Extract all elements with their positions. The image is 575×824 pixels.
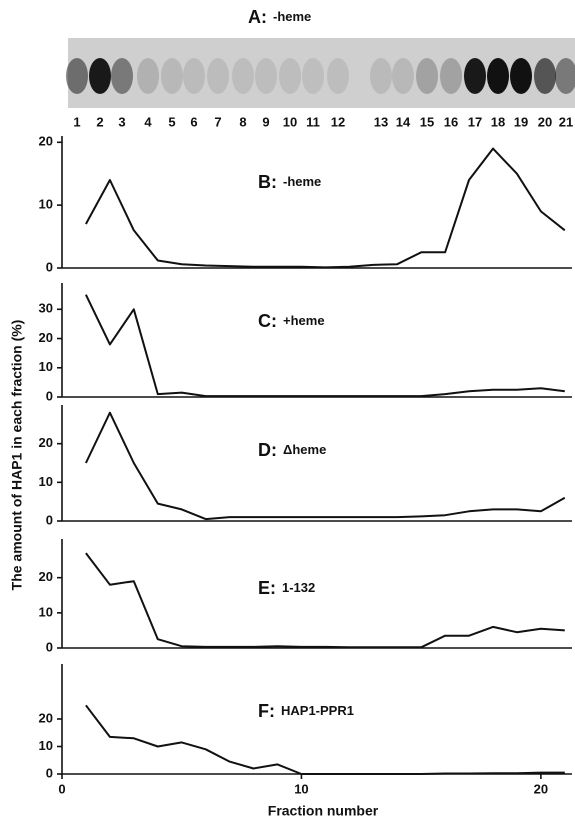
panel-letter: A: [248, 7, 267, 27]
panel-letter: E: [258, 578, 276, 598]
gel-band [440, 58, 462, 94]
gel-band [510, 58, 532, 94]
y-tick-label: 0 [46, 765, 53, 780]
gel-band [534, 58, 556, 94]
panel-label: E: 1-132 [258, 578, 315, 598]
panel-letter: F: [258, 701, 275, 721]
y-tick-label: 10 [39, 738, 53, 753]
lane-label: 17 [468, 114, 482, 129]
panel-title: HAP1-PPR1 [281, 703, 354, 718]
gel-band [487, 58, 509, 94]
lane-label: 20 [538, 114, 552, 129]
y-tick-label: 0 [46, 259, 53, 274]
lane-label: 3 [118, 114, 125, 129]
y-tick-label: 0 [46, 639, 53, 654]
lane-label: 13 [374, 114, 388, 129]
y-tick-label: 20 [39, 134, 53, 149]
lane-label: 6 [190, 114, 197, 129]
lane-label: 15 [420, 114, 434, 129]
lane-label: 11 [306, 114, 320, 129]
y-tick-label: 10 [39, 474, 53, 489]
y-tick-label: 10 [39, 359, 53, 374]
gel-band [255, 58, 277, 94]
gel-band [279, 58, 301, 94]
lane-label: 19 [514, 114, 528, 129]
y-tick-label: 10 [39, 604, 53, 619]
gel-band [207, 58, 229, 94]
panel-letter: C: [258, 311, 277, 331]
panel-letter: D: [258, 440, 277, 460]
gel-band [66, 58, 88, 94]
y-tick-label: 0 [46, 388, 53, 403]
gel-band [137, 58, 159, 94]
panel-title: Δheme [283, 442, 326, 457]
panel-label: A: -heme [248, 7, 311, 27]
y-axis-label: The amount of HAP1 in each fraction (%) [9, 320, 25, 591]
panel-title: 1-132 [282, 580, 315, 595]
lane-label: 1 [73, 114, 80, 129]
gel-band [111, 58, 133, 94]
lane-label: 2 [96, 114, 103, 129]
gel-band [232, 58, 254, 94]
y-tick-label: 20 [39, 569, 53, 584]
y-tick-label: 20 [39, 330, 53, 345]
lane-label: 8 [239, 114, 246, 129]
gel-band [183, 58, 205, 94]
gel-band [392, 58, 414, 94]
gel-band [370, 58, 392, 94]
lane-label: 9 [262, 114, 269, 129]
lane-label: 10 [283, 114, 297, 129]
gel-band [327, 58, 349, 94]
lane-label: 7 [214, 114, 221, 129]
y-tick-label: 0 [46, 512, 53, 527]
gel-band [464, 58, 486, 94]
lane-label: 21 [559, 114, 573, 129]
figure: The amount of HAP1 in each fraction (%) … [0, 0, 575, 824]
data-line [86, 295, 565, 396]
gel-band [416, 58, 438, 94]
data-line [86, 553, 565, 647]
y-tick-label: 20 [39, 435, 53, 450]
y-tick-label: 30 [39, 301, 53, 316]
y-tick-label: 10 [39, 197, 53, 212]
lane-label: 14 [396, 114, 411, 129]
data-line [86, 149, 565, 268]
panel-label: C: +heme [258, 311, 325, 331]
x-axis-label: Fraction number [268, 803, 379, 819]
lane-label: 4 [144, 114, 152, 129]
panel-label: B: -heme [258, 172, 321, 192]
x-tick-label: 0 [58, 781, 65, 796]
panel-title: +heme [283, 313, 325, 328]
x-tick-label: 10 [294, 781, 308, 796]
lane-label: 18 [491, 114, 505, 129]
lane-label: 5 [168, 114, 175, 129]
lane-label: 16 [444, 114, 458, 129]
panel-label: F: HAP1-PPR1 [258, 701, 354, 721]
data-line [86, 413, 565, 519]
y-tick-label: 20 [39, 710, 53, 725]
x-tick-label: 20 [534, 781, 548, 796]
panel-label: D: Δheme [258, 440, 326, 460]
gel-band [161, 58, 183, 94]
lane-label: 12 [331, 114, 345, 129]
panel-title: -heme [283, 174, 321, 189]
gel-band [89, 58, 111, 94]
panel-letter: B: [258, 172, 277, 192]
panel-title: -heme [273, 9, 311, 24]
gel-band [302, 58, 324, 94]
